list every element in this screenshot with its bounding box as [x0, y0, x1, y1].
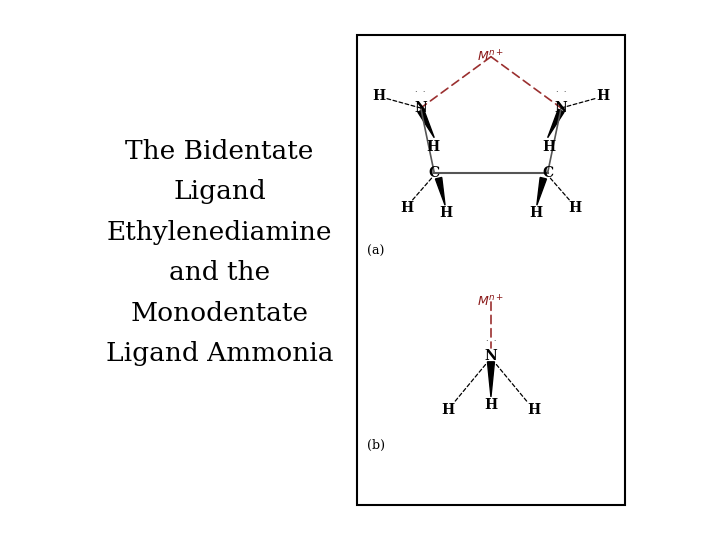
Text: Ethylenediamine: Ethylenediamine	[107, 220, 333, 245]
Text: Monodentate: Monodentate	[130, 301, 309, 326]
Text: $M^{n+}$: $M^{n+}$	[477, 295, 505, 310]
Polygon shape	[537, 178, 546, 205]
Text: (a): (a)	[367, 245, 384, 258]
Text: The Bidentate: The Bidentate	[125, 139, 314, 164]
Polygon shape	[436, 178, 445, 205]
Text: N: N	[485, 349, 498, 363]
Text: H: H	[440, 206, 453, 220]
Text: H: H	[372, 89, 385, 103]
Text: Ligand: Ligand	[174, 179, 266, 204]
Text: Ligand Ammonia: Ligand Ammonia	[106, 341, 333, 366]
Polygon shape	[548, 109, 564, 138]
Text: H: H	[441, 403, 454, 417]
Text: H: H	[528, 403, 541, 417]
Text: ·  ·: · ·	[486, 337, 496, 346]
Text: C: C	[542, 166, 553, 180]
Text: C: C	[428, 166, 440, 180]
FancyBboxPatch shape	[357, 35, 625, 505]
Text: H: H	[426, 140, 439, 154]
Text: N: N	[555, 101, 567, 115]
Text: H: H	[485, 398, 498, 412]
Text: H: H	[543, 140, 556, 154]
Text: $M^{n+}$: $M^{n+}$	[477, 49, 505, 64]
Text: and the: and the	[169, 260, 270, 285]
Polygon shape	[487, 362, 495, 397]
Text: ·  ·: · ·	[556, 89, 567, 97]
Text: H: H	[568, 201, 581, 215]
Text: ·  ·: · ·	[415, 89, 426, 97]
Text: H: H	[597, 89, 610, 103]
Text: N: N	[415, 101, 427, 115]
Polygon shape	[418, 109, 434, 138]
Text: H: H	[529, 206, 542, 220]
Text: (b): (b)	[367, 439, 385, 452]
Text: H: H	[401, 201, 414, 215]
